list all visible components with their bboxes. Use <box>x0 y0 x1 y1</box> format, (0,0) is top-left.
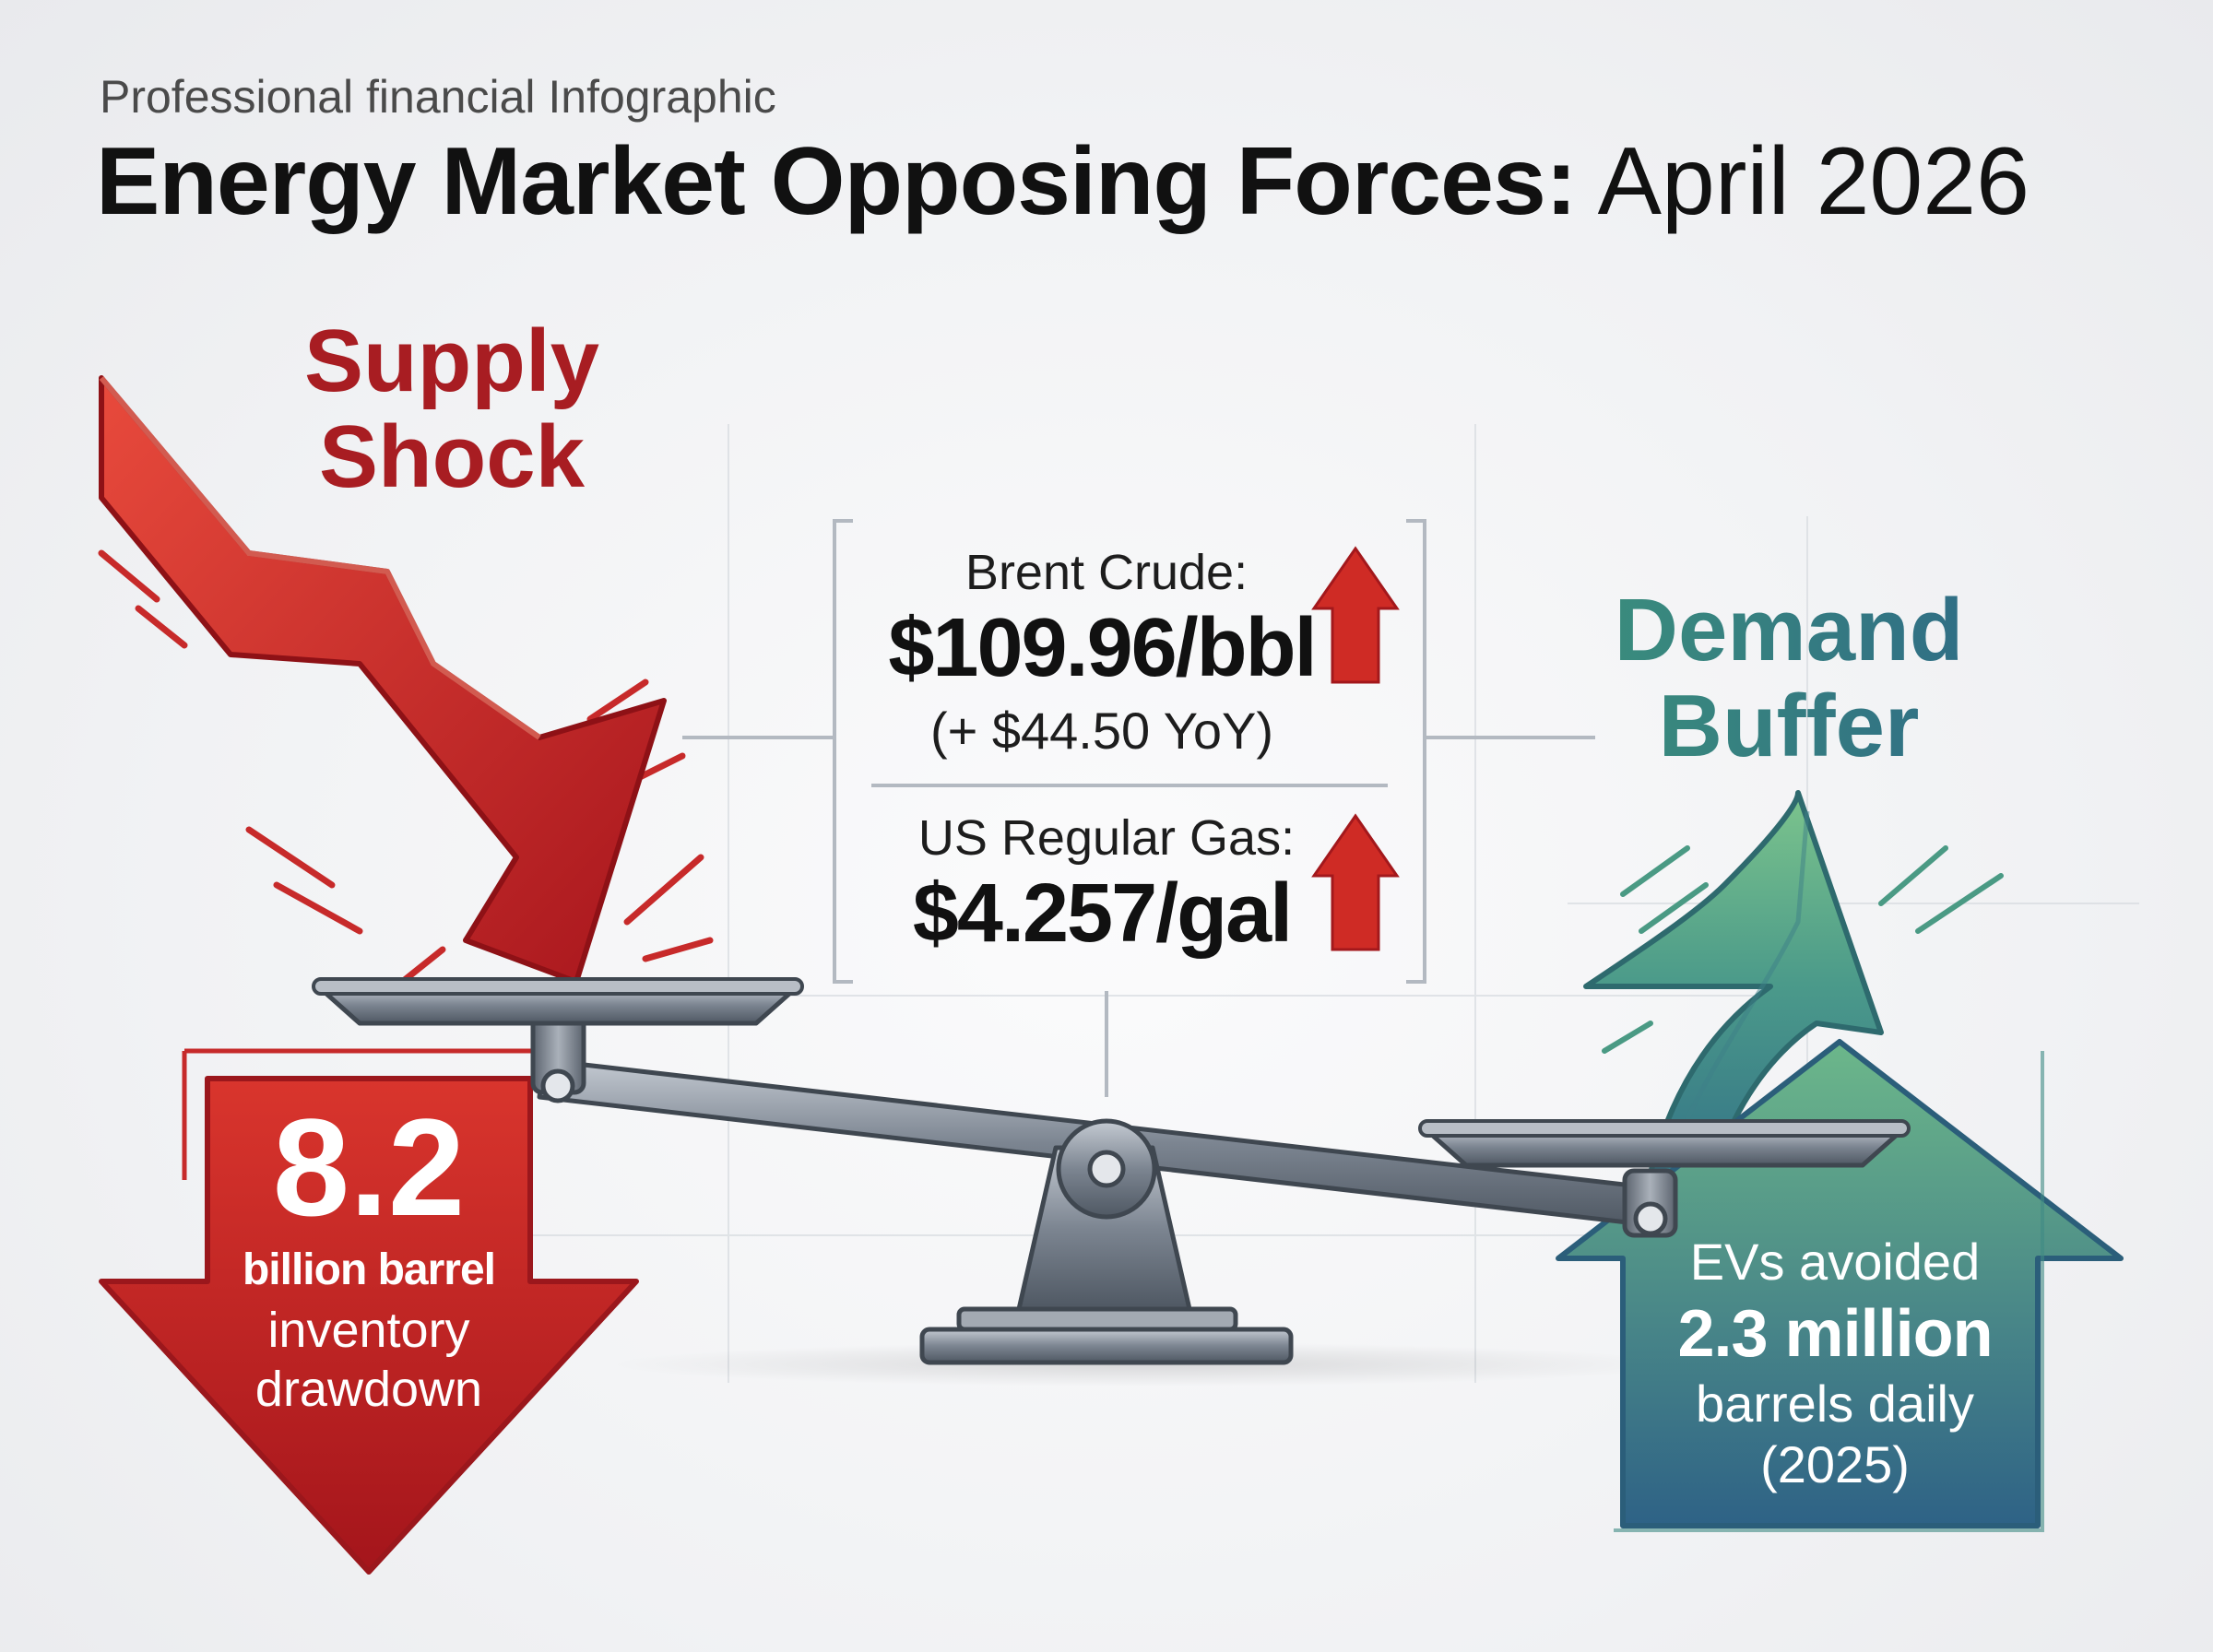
gas-label: US Regular Gas: <box>917 810 1296 866</box>
page-title: Energy Market Opposing Forces: April 202… <box>96 129 2030 234</box>
inventory-value: 8.2 <box>272 1090 466 1245</box>
price-panel-frame <box>682 519 1595 1097</box>
brent-label: Brent Crude: <box>964 545 1249 600</box>
brent-up-arrow-icon <box>1311 546 1400 684</box>
title-date: April 2026 <box>1597 128 2030 235</box>
demand-buffer-heading: Demand Buffer <box>1568 583 2010 774</box>
brent-change: (+ $44.50 YoY) <box>929 702 1274 760</box>
inventory-down-arrow-icon <box>99 1076 639 1575</box>
inventory-line-1: billion barrel <box>242 1245 496 1294</box>
ev-value: 2.3 million <box>1677 1297 1993 1371</box>
gas-up-arrow-icon <box>1311 813 1400 951</box>
ev-line-3: barrels daily <box>1696 1375 1974 1433</box>
brent-value: $109.96/bbl <box>888 602 1317 694</box>
inventory-line-2: inventory <box>267 1303 470 1358</box>
inventory-line-3: drawdown <box>254 1362 483 1417</box>
balance-scale-icon <box>312 977 1911 1365</box>
title-bold: Energy Market Opposing Forces: <box>96 128 1577 235</box>
ev-line-1: EVs avoided <box>1689 1233 1981 1291</box>
page-subtitle: Professional financial Infographic <box>100 71 776 123</box>
gas-value: $4.257/gal <box>912 867 1293 960</box>
ev-year: (2025) <box>1760 1435 1910 1493</box>
supply-shock-heading: Supply Shock <box>303 312 599 506</box>
